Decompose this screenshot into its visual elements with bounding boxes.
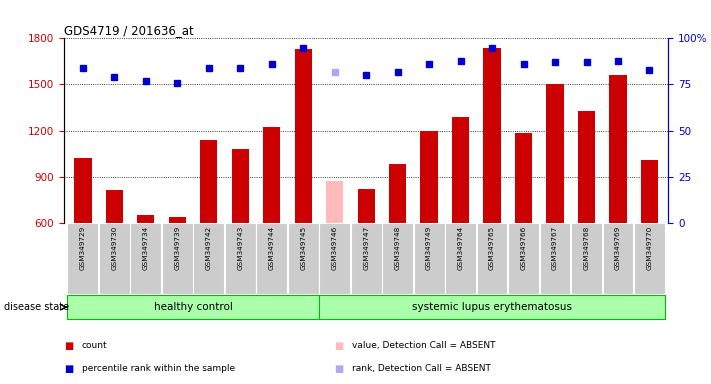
Bar (351, 223, 382, 294)
Bar (452, 117, 469, 223)
Bar (515, 133, 533, 223)
Text: GSM349764: GSM349764 (458, 225, 464, 270)
Text: GSM349766: GSM349766 (520, 225, 527, 270)
Bar (414, 223, 444, 294)
Text: GDS4719 / 201636_at: GDS4719 / 201636_at (64, 24, 193, 37)
Bar (256, 223, 287, 294)
Bar (99, 223, 130, 294)
Text: GSM349770: GSM349770 (646, 225, 653, 270)
Bar (476, 223, 508, 294)
Bar (232, 149, 249, 223)
Bar (602, 223, 634, 294)
Text: GSM349747: GSM349747 (363, 225, 369, 270)
Text: GSM349744: GSM349744 (269, 225, 274, 270)
Text: GSM349768: GSM349768 (584, 225, 589, 270)
Bar (445, 223, 476, 294)
Text: ■: ■ (334, 341, 343, 351)
Text: GSM349745: GSM349745 (300, 225, 306, 270)
Bar (137, 215, 154, 223)
Bar (74, 158, 92, 223)
Bar (68, 295, 319, 319)
Bar (389, 164, 406, 223)
Bar (319, 295, 665, 319)
Text: disease state: disease state (4, 302, 69, 312)
Bar (162, 223, 193, 294)
Bar (319, 223, 350, 294)
Bar (68, 223, 98, 294)
Bar (508, 223, 539, 294)
Text: ■: ■ (64, 364, 73, 374)
Bar (634, 223, 665, 294)
Bar (130, 223, 161, 294)
Text: rank, Detection Call = ABSENT: rank, Detection Call = ABSENT (352, 364, 491, 373)
Bar (546, 84, 564, 223)
Bar (294, 49, 312, 223)
Bar (225, 223, 256, 294)
Text: GSM349769: GSM349769 (615, 225, 621, 270)
Bar (358, 189, 375, 223)
Bar (288, 223, 319, 294)
Text: GSM349739: GSM349739 (174, 225, 181, 270)
Bar (540, 223, 570, 294)
Bar (578, 111, 595, 223)
Text: GSM349730: GSM349730 (112, 225, 117, 270)
Text: ■: ■ (64, 341, 73, 351)
Text: GSM349767: GSM349767 (552, 225, 558, 270)
Bar (383, 223, 413, 294)
Bar (326, 181, 343, 223)
Bar (571, 223, 602, 294)
Text: GSM349746: GSM349746 (332, 225, 338, 270)
Bar (641, 160, 658, 223)
Bar (263, 127, 280, 223)
Text: GSM349748: GSM349748 (395, 225, 400, 270)
Bar (106, 190, 123, 223)
Bar (420, 131, 438, 223)
Text: GSM349734: GSM349734 (143, 225, 149, 270)
Bar (193, 223, 224, 294)
Text: healthy control: healthy control (154, 302, 232, 312)
Text: GSM349765: GSM349765 (489, 225, 495, 270)
Text: GSM349742: GSM349742 (205, 225, 212, 270)
Text: count: count (82, 341, 107, 350)
Text: GSM349729: GSM349729 (80, 225, 86, 270)
Bar (200, 140, 218, 223)
Bar (483, 48, 501, 223)
Bar (609, 75, 626, 223)
Text: percentile rank within the sample: percentile rank within the sample (82, 364, 235, 373)
Text: ■: ■ (334, 364, 343, 374)
Text: GSM349749: GSM349749 (426, 225, 432, 270)
Text: GSM349743: GSM349743 (237, 225, 243, 270)
Text: value, Detection Call = ABSENT: value, Detection Call = ABSENT (352, 341, 496, 350)
Bar (169, 217, 186, 223)
Text: systemic lupus erythematosus: systemic lupus erythematosus (412, 302, 572, 312)
